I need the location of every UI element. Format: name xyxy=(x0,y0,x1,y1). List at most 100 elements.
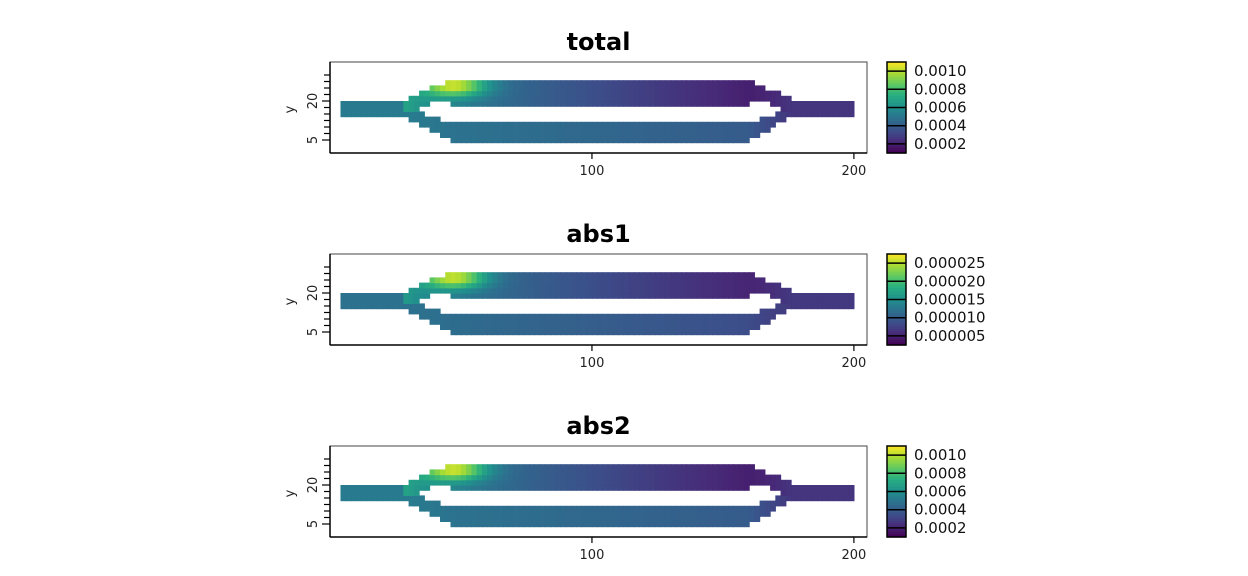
heatmap-cell xyxy=(743,474,750,481)
heatmap-cell xyxy=(460,313,467,320)
heatmap-cell xyxy=(576,80,583,86)
heatmap-cell xyxy=(717,505,724,512)
heatmap-cell xyxy=(618,313,624,320)
heatmap-cell xyxy=(612,521,619,528)
heatmap-cell xyxy=(413,111,420,118)
heatmap-cell xyxy=(403,298,410,304)
heatmap-cell xyxy=(476,485,483,491)
x-tick-label: 200 xyxy=(841,164,866,179)
heatmap-cell xyxy=(639,511,645,517)
colorbar-swatch xyxy=(887,514,906,518)
heatmap-cell xyxy=(832,298,839,304)
heatmap-cell xyxy=(832,106,839,112)
heatmap-cell xyxy=(502,324,509,330)
heatmap-cell xyxy=(408,106,415,112)
heatmap-cell xyxy=(387,495,394,502)
heatmap-cell xyxy=(581,319,588,325)
heatmap-cell xyxy=(806,303,813,310)
heatmap-cell xyxy=(513,319,520,325)
heatmap-cell xyxy=(565,511,572,517)
heatmap-cell xyxy=(565,127,572,133)
heatmap-cell xyxy=(733,516,740,522)
heatmap-cell xyxy=(450,272,457,278)
heatmap-cell xyxy=(633,521,640,528)
heatmap-cell xyxy=(696,293,703,299)
colorbar-swatch xyxy=(887,502,906,506)
heatmap-cell xyxy=(455,485,462,491)
heatmap-cell xyxy=(728,516,735,522)
heatmap-cell xyxy=(597,329,604,336)
heatmap-cell xyxy=(450,485,457,491)
colorbar-swatch xyxy=(887,473,906,477)
heatmap-cell xyxy=(450,313,457,320)
heatmap-cell xyxy=(345,293,352,299)
heatmap-cell xyxy=(597,479,604,486)
heatmap-cell xyxy=(591,313,598,320)
heatmap-cell xyxy=(408,490,415,496)
heatmap-cell xyxy=(529,272,535,278)
heatmap-cell xyxy=(670,277,677,284)
heatmap-cell xyxy=(392,106,399,112)
heatmap-cell xyxy=(382,293,389,299)
heatmap-cell xyxy=(518,277,525,284)
heatmap-cell xyxy=(555,101,562,107)
heatmap-cell xyxy=(440,287,446,294)
heatmap-cell xyxy=(350,293,357,299)
heatmap-cell xyxy=(487,319,494,325)
heatmap-cell xyxy=(382,485,389,491)
heatmap-cell xyxy=(639,521,645,528)
heatmap-cell xyxy=(534,85,541,92)
colorbar-swatch xyxy=(887,96,906,100)
heatmap-cell xyxy=(665,90,672,97)
colorbar-label: 0.0004 xyxy=(914,501,967,519)
heatmap-cell xyxy=(440,277,446,284)
heatmap-cell xyxy=(717,90,724,97)
heatmap-cell xyxy=(686,521,693,528)
heatmap-cell xyxy=(738,272,745,278)
heatmap-cell xyxy=(722,329,729,336)
heatmap-cell xyxy=(838,485,845,491)
heatmap-cell xyxy=(518,282,525,289)
heatmap-cell xyxy=(492,127,499,133)
heatmap-cell xyxy=(591,319,598,325)
heatmap-cell xyxy=(586,324,593,330)
heatmap-cell xyxy=(345,490,352,496)
heatmap-cell xyxy=(623,101,630,107)
heatmap-cell xyxy=(523,479,530,486)
heatmap-cell xyxy=(822,101,829,107)
colorbar-swatch xyxy=(887,304,906,307)
heatmap-cell xyxy=(597,272,604,278)
heatmap-cells xyxy=(340,464,855,528)
heatmap-cell xyxy=(811,490,818,496)
heatmap-cell xyxy=(356,490,363,496)
heatmap-cell xyxy=(649,329,656,336)
heatmap-cell xyxy=(571,137,577,144)
heatmap-cell xyxy=(717,516,724,522)
heatmap-cell xyxy=(481,272,488,278)
heatmap-cell xyxy=(392,485,399,491)
heatmap-cell xyxy=(691,505,698,512)
heatmap-cell xyxy=(523,505,530,512)
heatmap-cell xyxy=(817,495,824,502)
heatmap-cell xyxy=(513,511,520,517)
heatmap-cell xyxy=(497,277,504,284)
colorbar-swatch xyxy=(887,509,906,513)
heatmap-cell xyxy=(728,137,735,144)
heatmap-cell xyxy=(701,505,708,512)
heatmap-cell xyxy=(722,293,729,299)
heatmap-cell xyxy=(550,511,556,517)
heatmap-cell xyxy=(371,293,378,299)
heatmap-cell xyxy=(571,272,577,278)
heatmap-cell xyxy=(387,293,394,299)
heatmap-cell xyxy=(607,277,614,284)
heatmap-cell xyxy=(466,516,473,522)
heatmap-cell xyxy=(628,521,635,528)
heatmap-cell xyxy=(717,132,724,138)
heatmap-cell xyxy=(350,495,357,502)
heatmap-cell xyxy=(445,90,452,97)
heatmap-cell xyxy=(424,313,431,320)
heatmap-cell xyxy=(492,293,499,299)
heatmap-cell xyxy=(502,505,509,512)
heatmap-cell xyxy=(586,329,593,336)
heatmap-cell xyxy=(513,90,520,97)
